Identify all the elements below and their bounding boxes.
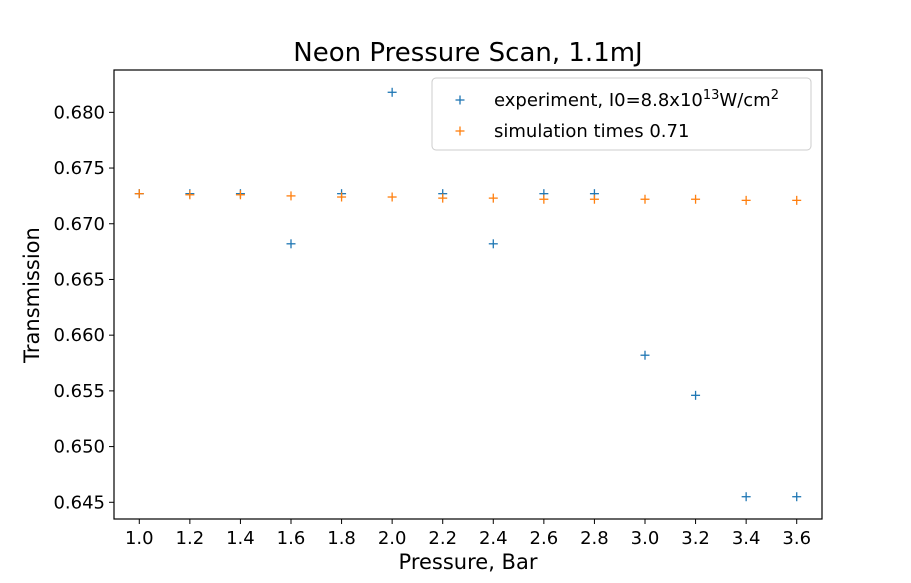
x-tick-label: 3.4 — [732, 528, 761, 549]
simulation-point — [286, 191, 296, 201]
y-tick-label: 0.660 — [53, 325, 105, 346]
x-tick-label: 1.4 — [226, 528, 255, 549]
legend-label-simulation: simulation times 0.71 — [494, 121, 689, 142]
experiment-point — [792, 492, 802, 502]
legend-box — [431, 77, 812, 151]
simulation-point — [691, 194, 701, 204]
simulation-point — [539, 194, 549, 204]
x-tick-label: 3.2 — [681, 528, 710, 549]
x-tick-label: 3.0 — [631, 528, 660, 549]
y-tick-label: 0.645 — [53, 492, 105, 513]
x-tick-label: 2.2 — [428, 528, 457, 549]
simulation-point — [792, 195, 802, 205]
legend-marker-experiment-plus — [455, 95, 465, 105]
x-axis-ticks: 1.0 1.2 1.4 1.6 1.8 2.0 2.2 2.4 2.6 2.8 3.0 3.2 3.4 3… — [125, 519, 811, 549]
legend-label-experiment: experiment, I0=8.8x1013W/cm2 — [494, 88, 779, 111]
experiment-point — [691, 390, 701, 400]
simulation-point — [337, 192, 347, 202]
y-tick-label: 0.670 — [53, 214, 105, 235]
y-tick-label: 0.675 — [53, 158, 105, 179]
legend-label-experiment-prefix: experiment, I0=8.8x10 — [494, 90, 703, 111]
legend-marker-simulation — [455, 126, 465, 136]
y-axis-label: Transmission — [20, 227, 44, 364]
data-points — [134, 87, 802, 502]
x-tick-label: 2.4 — [479, 528, 508, 549]
x-tick-label: 2.6 — [530, 528, 559, 549]
simulation-point — [387, 192, 397, 202]
x-axis-label: Pressure, Bar — [399, 550, 538, 574]
x-tick-label: 1.8 — [327, 528, 356, 549]
experiment-point — [640, 350, 650, 360]
y-tick-label: 0.680 — [53, 102, 105, 123]
x-tick-label: 3.6 — [782, 528, 811, 549]
x-tick-label: 1.2 — [176, 528, 205, 549]
y-axis-ticks: 0.645 0.650 0.655 0.660 0.665 0.670 0.675 0.680 — [53, 102, 114, 513]
simulation-point — [741, 195, 751, 205]
experiment-point — [741, 492, 751, 502]
legend: experiment, I0=8.8x1013W/cm2 simulation … — [431, 77, 812, 151]
experiment-point — [286, 239, 296, 249]
simulation-point — [589, 194, 599, 204]
chart-title: Neon Pressure Scan, 1.1mJ — [293, 38, 642, 68]
y-tick-label: 0.655 — [53, 381, 105, 402]
legend-label-experiment-mid: W/cm — [719, 90, 770, 111]
simulation-point — [488, 193, 498, 203]
plot-frame — [113, 69, 823, 520]
experiment-point — [488, 239, 498, 249]
legend-label-experiment-sup1: 13 — [703, 88, 720, 103]
legend-marker-experiment — [455, 95, 465, 105]
x-tick-label: 2.0 — [378, 528, 407, 549]
simulation-point — [235, 190, 245, 200]
experiment-point — [387, 87, 397, 97]
simulation-point — [185, 190, 195, 200]
simulation-point — [438, 193, 448, 203]
y-tick-label: 0.650 — [53, 437, 105, 458]
y-tick-label: 0.665 — [53, 269, 105, 290]
x-tick-label: 1.0 — [125, 528, 154, 549]
legend-label-experiment-sup2: 2 — [771, 88, 779, 103]
simulation-point — [640, 194, 650, 204]
legend-marker-simulation-plus — [455, 126, 465, 136]
simulation-point — [134, 189, 144, 199]
x-tick-label: 2.8 — [580, 528, 609, 549]
x-tick-label: 1.6 — [277, 528, 306, 549]
